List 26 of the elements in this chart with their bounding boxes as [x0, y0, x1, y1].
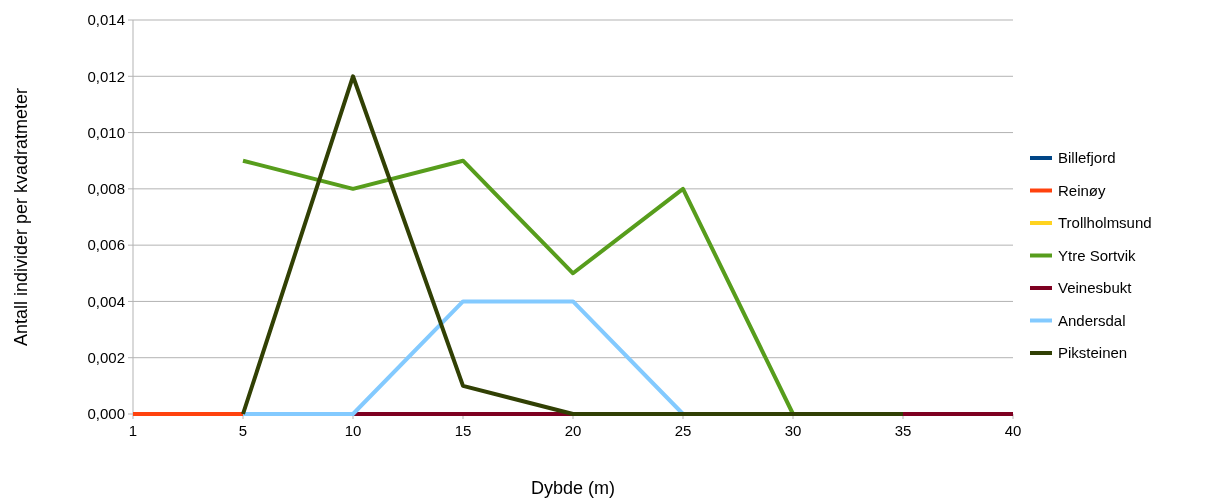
x-tick-label: 10: [344, 422, 362, 439]
legend-label: Piksteinen: [1058, 344, 1128, 362]
legend-label: Ytre Sortvik: [1058, 246, 1137, 264]
x-axis-title: Dybde (m): [530, 478, 616, 498]
y-tick-label: 0,012: [87, 67, 125, 85]
y-tick-label: 0,002: [87, 348, 125, 366]
y-axis-title: Antall individer per kvadratmeter: [11, 87, 31, 347]
y-tick-label: 0,010: [87, 123, 125, 141]
y-tick-label: 0,014: [87, 11, 125, 29]
legend-label: Reinøy: [1058, 181, 1107, 199]
x-tick-label: 25: [674, 422, 692, 439]
x-tick-label: 35: [894, 422, 912, 439]
x-tick-label: 15: [454, 422, 472, 439]
y-tick-label: 0,000: [87, 405, 125, 423]
x-tick-label: 40: [1004, 422, 1022, 439]
y-tick-label: 0,006: [87, 236, 125, 254]
y-tick-label: 0,008: [87, 180, 125, 198]
legend-label: Billefjord: [1058, 149, 1116, 167]
x-tick-label: 30: [784, 422, 802, 439]
x-tick-label: 20: [564, 422, 582, 439]
y-tick-label: 0,004: [87, 292, 125, 310]
x-tick-label: 1: [128, 422, 138, 439]
legend-label: Veinesbukt: [1058, 279, 1133, 297]
legend-label: Trollholmsund: [1058, 214, 1152, 232]
legend-label: Andersdal: [1058, 311, 1126, 329]
x-tick-label: 5: [238, 422, 248, 439]
